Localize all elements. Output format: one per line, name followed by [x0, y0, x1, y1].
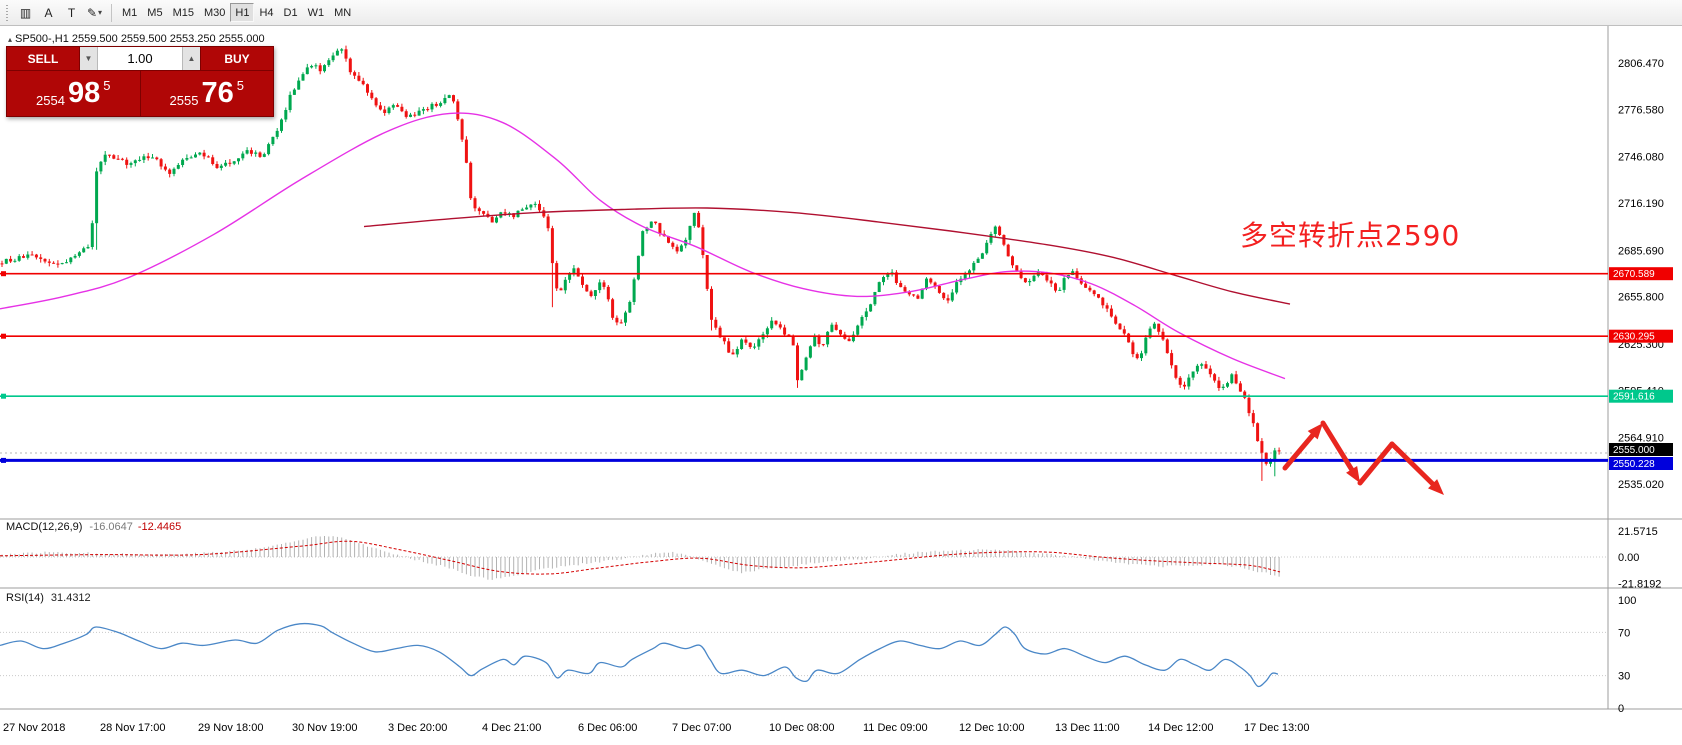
volume-increase-button[interactable]: ▲	[182, 47, 200, 70]
price-axis-label: 2776.580	[1618, 104, 1664, 116]
macd-signal-value: -12.4465	[137, 521, 182, 533]
price-axis-label: 2806.470	[1618, 58, 1664, 70]
time-axis-label: 29 Nov 18:00	[198, 722, 263, 734]
macd-scale-label: 0.00	[1618, 552, 1639, 564]
timeframe-button-D1[interactable]: D1	[283, 6, 298, 19]
chart-canvas[interactable]: 2806.470 2776.580 2746.080 2716.190 2685.690…	[0, 26, 1682, 745]
chart-marker-icon: ▴	[8, 35, 13, 44]
chart-symbol-ohlc-text: SP500-,H1 2559.500 2559.500 2553.250 255…	[15, 33, 265, 45]
sell-price-pip-sup: 5	[103, 78, 111, 93]
macd-signal-line	[0, 540, 1281, 575]
rsi-scale-label: 0	[1618, 703, 1624, 715]
timeframe-button-MN[interactable]: MN	[334, 6, 352, 19]
rsi-scale-label: 100	[1618, 595, 1636, 607]
top-toolbar: ▥ A T ✎ ▾ M1 M5 M15 M30 H1 H4 D1 W1 MN	[0, 0, 1682, 26]
dropdown-arrow-icon: ▾	[98, 8, 103, 17]
toolbar-separator	[111, 3, 112, 22]
buy-button[interactable]: BUY	[224, 51, 250, 66]
price-axis-label: 2564.910	[1618, 433, 1664, 445]
volume-control: ▼ 1.00 ▲	[79, 47, 201, 70]
price-tag-2550.228: 2550.228	[1609, 457, 1673, 470]
macd-indicator-label: MACD(12,26,9) -16.0647 -12.4465	[6, 521, 181, 533]
level-handle[interactable]	[1, 333, 6, 339]
svg-text:2555.000: 2555.000	[1613, 445, 1655, 456]
buy-price-display[interactable]: 2555 76 5	[141, 71, 274, 116]
time-axis-label: 28 Nov 17:00	[100, 722, 165, 734]
volume-input[interactable]: 1.00	[127, 51, 153, 66]
level-handle[interactable]	[1, 271, 6, 277]
forecast-arrows[interactable]	[1282, 420, 1444, 495]
text-tool-icon[interactable]: T	[67, 5, 76, 20]
macd-name: MACD(12,26,9)	[6, 521, 83, 533]
svg-text:2630.295: 2630.295	[1613, 332, 1655, 343]
rsi-line	[0, 622, 1279, 688]
time-axis-label: 30 Nov 19:00	[292, 722, 357, 734]
macd-scale-label: 21.5715	[1618, 526, 1658, 538]
svg-text:2591.616: 2591.616	[1613, 392, 1655, 403]
level-handle[interactable]	[1, 393, 6, 399]
macd-scale-label: -21.8192	[1618, 578, 1661, 590]
price-axis-label: 2535.020	[1618, 479, 1664, 491]
time-axis-label: 7 Dec 07:00	[672, 722, 731, 734]
timeframe-button-M30[interactable]: M30	[203, 6, 226, 19]
price-tag-2630.295: 2630.295	[1609, 329, 1673, 343]
rsi-indicator-label: RSI(14) 31.4312	[6, 592, 91, 604]
cursor-a-tool-icon[interactable]: A	[44, 5, 53, 20]
ma-slow-line[interactable]	[363, 207, 1291, 305]
sell-price-big-digits: 98	[67, 77, 101, 109]
charts-grid-icon[interactable]: ▥	[19, 5, 32, 20]
sell-button[interactable]: SELL	[27, 51, 59, 66]
rsi-scale-label: 30	[1618, 671, 1630, 683]
macd-main-value: -16.0647	[89, 521, 133, 533]
buy-price-pip-sup: 5	[236, 78, 244, 93]
svg-text:2670.589: 2670.589	[1613, 269, 1655, 280]
price-axis-label: 2685.690	[1618, 245, 1664, 257]
price-axis-label: 2746.080	[1618, 152, 1664, 164]
rsi-name: RSI(14)	[6, 592, 44, 604]
timeframe-button-H4[interactable]: H4	[259, 6, 274, 19]
time-axis-label: 3 Dec 20:00	[388, 722, 447, 734]
price-tag-2555.000: 2555.000	[1609, 443, 1673, 456]
one-click-trading-panel: SELL ▼ 1.00 ▲ BUY 2554 98 5 2555 76 5	[6, 46, 274, 117]
price-axis-label: 2655.800	[1618, 292, 1664, 304]
candles-layer[interactable]	[0, 45, 1281, 481]
sell-price-prefix: 2554	[36, 93, 65, 108]
ma-fast-line[interactable]	[0, 112, 1286, 380]
time-axis-label: 27 Nov 2018	[3, 722, 65, 734]
price-tag-2591.616: 2591.616	[1609, 389, 1673, 403]
timeframe-button-M15[interactable]: M15	[172, 6, 194, 19]
time-axis[interactable]: 27 Nov 2018 28 Nov 17:00 29 Nov 18:00 30 No…	[3, 722, 1309, 734]
time-axis-label: 14 Dec 12:00	[1148, 722, 1213, 734]
buy-price-big-digits: 76	[201, 77, 234, 109]
time-axis-label: 17 Dec 13:00	[1244, 722, 1309, 734]
rsi-value: 31.4312	[50, 592, 91, 604]
svg-text:2550.228: 2550.228	[1613, 459, 1655, 470]
chart-ohlc-header: ▴ SP500-,H1 2559.500 2559.500 2553.250 25…	[8, 33, 265, 45]
buy-price-prefix: 2555	[169, 93, 199, 108]
time-axis-label: 6 Dec 06:00	[578, 722, 637, 734]
price-tag-2670.589: 2670.589	[1609, 267, 1673, 281]
toolbar-grip[interactable]	[6, 4, 8, 21]
macd-histogram	[1, 536, 1280, 580]
time-axis-label: 10 Dec 08:00	[769, 722, 834, 734]
time-axis-label: 4 Dec 21:00	[482, 722, 541, 734]
rsi-scale-label: 70	[1618, 627, 1630, 639]
timeframe-button-H1[interactable]: H1	[230, 3, 255, 22]
timeframe-button-M1[interactable]: M1	[122, 6, 138, 19]
timeframe-button-M5[interactable]: M5	[147, 6, 163, 19]
timeframe-button-W1[interactable]: W1	[307, 6, 325, 19]
time-axis-label: 12 Dec 10:00	[959, 722, 1024, 734]
level-handle[interactable]	[1, 457, 6, 463]
time-axis-label: 11 Dec 09:00	[863, 722, 928, 734]
chart-annotation-text: 多空转折点2590	[1240, 219, 1461, 252]
volume-decrease-button[interactable]: ▼	[80, 47, 98, 70]
draw-pencil-icon[interactable]: ✎ ▾	[86, 5, 103, 20]
price-axis-label: 2716.190	[1618, 198, 1664, 210]
sell-price-display[interactable]: 2554 98 5	[7, 71, 141, 116]
time-axis-label: 13 Dec 11:00	[1055, 722, 1120, 734]
